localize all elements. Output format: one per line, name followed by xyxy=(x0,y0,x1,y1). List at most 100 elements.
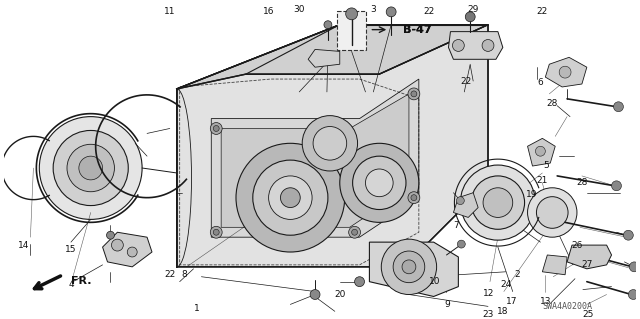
Text: 8: 8 xyxy=(182,270,188,279)
Polygon shape xyxy=(453,193,478,218)
Circle shape xyxy=(623,230,634,240)
Circle shape xyxy=(351,229,358,235)
Circle shape xyxy=(471,176,525,229)
Circle shape xyxy=(313,127,347,160)
Polygon shape xyxy=(542,255,567,275)
Text: 4: 4 xyxy=(68,280,74,289)
Text: 22: 22 xyxy=(537,7,548,16)
Text: 21: 21 xyxy=(537,176,548,185)
Text: 17: 17 xyxy=(506,297,518,306)
Circle shape xyxy=(346,8,358,20)
Text: 30: 30 xyxy=(294,5,305,14)
Circle shape xyxy=(458,240,465,248)
Polygon shape xyxy=(567,245,612,269)
Circle shape xyxy=(106,231,115,239)
Circle shape xyxy=(213,229,219,235)
Text: 28: 28 xyxy=(547,99,558,108)
Circle shape xyxy=(483,188,513,218)
Polygon shape xyxy=(308,49,340,67)
Polygon shape xyxy=(177,25,488,267)
Text: 13: 13 xyxy=(540,297,551,306)
Circle shape xyxy=(381,239,436,294)
Circle shape xyxy=(236,143,345,252)
Text: 22: 22 xyxy=(461,77,472,85)
Circle shape xyxy=(269,176,312,219)
Text: 14: 14 xyxy=(18,241,29,249)
Text: 11: 11 xyxy=(164,7,175,16)
Circle shape xyxy=(211,226,222,238)
Polygon shape xyxy=(369,242,458,296)
Circle shape xyxy=(408,88,420,100)
Circle shape xyxy=(393,251,425,283)
Text: 22: 22 xyxy=(423,7,435,16)
Text: B-47: B-47 xyxy=(403,25,431,35)
Polygon shape xyxy=(102,232,152,267)
Circle shape xyxy=(111,239,124,251)
Text: 7: 7 xyxy=(454,221,460,230)
Text: 19: 19 xyxy=(525,190,537,199)
Circle shape xyxy=(460,165,536,240)
Circle shape xyxy=(211,122,222,134)
Circle shape xyxy=(302,115,358,171)
Text: 25: 25 xyxy=(582,310,593,319)
Circle shape xyxy=(67,144,115,192)
Circle shape xyxy=(213,125,219,131)
Circle shape xyxy=(386,7,396,17)
Circle shape xyxy=(39,117,142,219)
Circle shape xyxy=(559,66,571,78)
Text: 26: 26 xyxy=(572,241,582,249)
Circle shape xyxy=(53,130,128,205)
Text: 24: 24 xyxy=(500,280,511,289)
Text: 2: 2 xyxy=(514,270,520,279)
Text: 29: 29 xyxy=(467,5,479,14)
Circle shape xyxy=(614,102,623,112)
Circle shape xyxy=(365,169,393,197)
Text: 10: 10 xyxy=(429,277,440,286)
Polygon shape xyxy=(527,138,556,166)
Circle shape xyxy=(402,260,416,274)
Polygon shape xyxy=(221,94,409,227)
Circle shape xyxy=(411,91,417,97)
Text: 28: 28 xyxy=(576,178,588,187)
Text: 15: 15 xyxy=(65,245,77,254)
Text: 22: 22 xyxy=(164,270,175,279)
Text: SWA4A0200A: SWA4A0200A xyxy=(542,302,592,311)
Circle shape xyxy=(79,156,102,180)
Text: 23: 23 xyxy=(483,310,493,319)
Circle shape xyxy=(482,40,494,51)
Text: 9: 9 xyxy=(445,300,451,309)
Text: 3: 3 xyxy=(371,5,376,14)
Circle shape xyxy=(612,181,621,191)
Polygon shape xyxy=(177,25,488,89)
Circle shape xyxy=(465,12,475,22)
Text: FR.: FR. xyxy=(70,276,91,286)
Text: 18: 18 xyxy=(497,307,509,316)
Circle shape xyxy=(456,197,464,204)
Circle shape xyxy=(355,277,364,286)
Circle shape xyxy=(353,156,406,210)
Circle shape xyxy=(452,40,464,51)
Circle shape xyxy=(527,188,577,237)
Text: B-47: B-47 xyxy=(403,25,431,35)
Text: 20: 20 xyxy=(334,290,346,299)
Text: 27: 27 xyxy=(581,260,593,269)
Circle shape xyxy=(536,146,545,156)
FancyBboxPatch shape xyxy=(337,11,367,50)
Text: 1: 1 xyxy=(193,304,199,313)
Circle shape xyxy=(324,21,332,29)
Text: 5: 5 xyxy=(543,160,549,169)
Polygon shape xyxy=(545,57,587,87)
Circle shape xyxy=(628,290,638,300)
Circle shape xyxy=(310,290,320,300)
Circle shape xyxy=(629,262,639,272)
Circle shape xyxy=(411,195,417,201)
Circle shape xyxy=(253,160,328,235)
Circle shape xyxy=(408,192,420,204)
Circle shape xyxy=(340,143,419,222)
Polygon shape xyxy=(449,32,503,59)
Text: 16: 16 xyxy=(263,7,275,16)
Text: 6: 6 xyxy=(538,78,543,86)
Text: 12: 12 xyxy=(483,289,495,298)
Circle shape xyxy=(280,188,300,208)
Circle shape xyxy=(349,226,360,238)
